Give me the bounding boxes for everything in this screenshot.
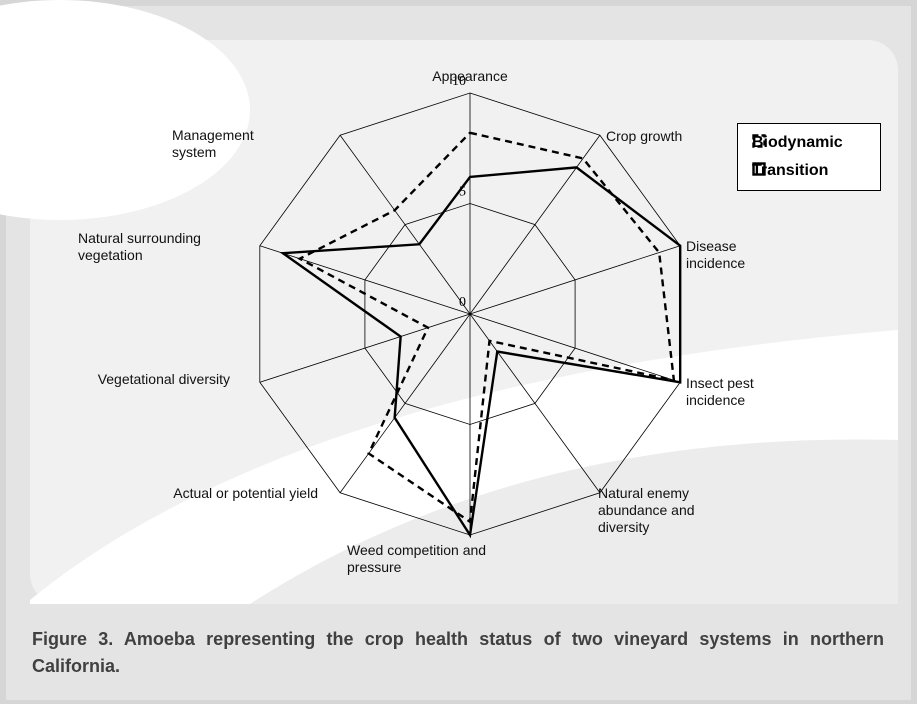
legend-icon xyxy=(752,134,766,148)
legend-entry: Biodynamic xyxy=(752,134,843,152)
legend-icon xyxy=(752,162,766,176)
legend-swatch xyxy=(754,136,765,147)
category-label: Management system xyxy=(172,127,272,161)
category-label: Crop growth xyxy=(606,128,726,145)
legend-swatch xyxy=(754,164,765,175)
category-label: Weed competition and pressure xyxy=(347,542,537,576)
category-label: Appearance xyxy=(410,68,530,85)
category-label: Vegetational diversity xyxy=(30,371,230,388)
legend-entry: Transition xyxy=(752,162,828,180)
caption: Figure 3. Amoeba representing the crop h… xyxy=(32,626,884,680)
legend: Biodynamic Transition xyxy=(737,123,881,191)
category-label: Actual or potential yield xyxy=(118,485,318,502)
figure: 0510 Appearance Crop growth Disease incide… xyxy=(0,0,917,704)
category-label: Disease incidence xyxy=(686,238,756,272)
chart: 0510 xyxy=(0,0,917,704)
category-label: Natural surrounding vegetation xyxy=(78,230,268,264)
category-label: Insect pest incidence xyxy=(686,375,776,409)
r-tick-label: 0 xyxy=(459,295,466,310)
category-label: Natural enemy abundance and diversity xyxy=(598,485,728,536)
